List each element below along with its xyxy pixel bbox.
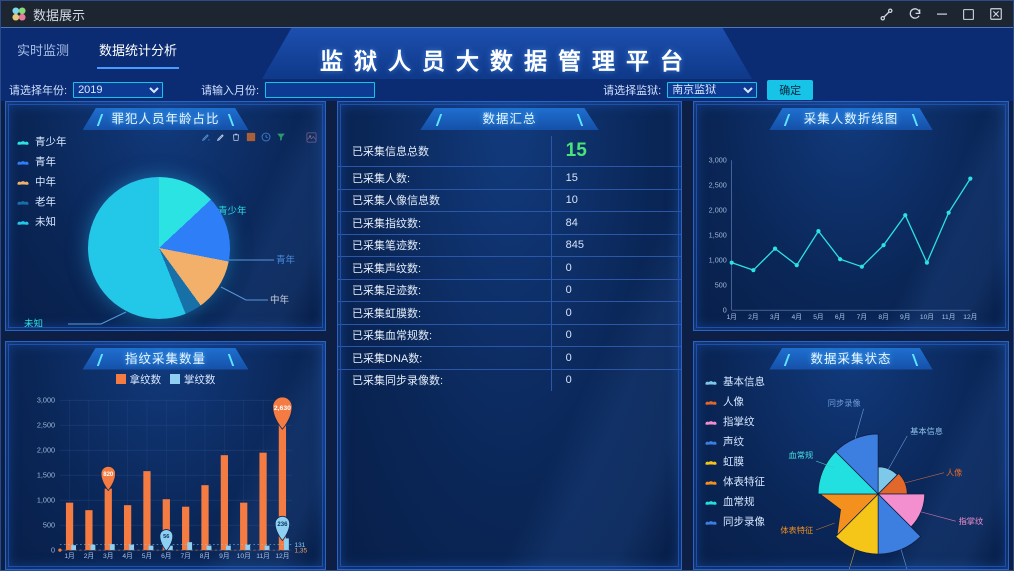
svg-text:56: 56 (163, 534, 169, 540)
svg-text:5月: 5月 (142, 552, 152, 560)
svg-text:2,500: 2,500 (37, 420, 55, 429)
svg-text:4月: 4月 (122, 552, 132, 560)
svg-text:人像: 人像 (946, 467, 962, 477)
svg-text:12月: 12月 (275, 552, 289, 560)
svg-text:同步录像: 同步录像 (828, 397, 861, 407)
svg-text:8月: 8月 (200, 552, 210, 560)
svg-text:1,000: 1,000 (37, 495, 55, 504)
svg-text:4月: 4月 (792, 313, 802, 321)
svg-text:体表特征: 体表特征 (780, 524, 813, 534)
svg-text:2,000: 2,000 (709, 206, 727, 215)
svg-text:3月: 3月 (770, 313, 780, 321)
svg-text:8月: 8月 (878, 313, 888, 321)
svg-text:820: 820 (103, 471, 114, 477)
svg-text:2月: 2月 (84, 552, 94, 560)
svg-text:500: 500 (43, 520, 55, 529)
svg-text:0: 0 (51, 545, 55, 554)
svg-text:7月: 7月 (180, 552, 190, 560)
svg-text:131: 131 (295, 541, 306, 548)
svg-text:3月: 3月 (103, 552, 113, 560)
svg-text:指掌纹: 指掌纹 (959, 516, 984, 526)
svg-text:1月: 1月 (64, 552, 74, 560)
svg-text:3,000: 3,000 (37, 395, 55, 404)
svg-text:0: 0 (723, 306, 727, 315)
svg-text:10月: 10月 (920, 313, 934, 321)
svg-text:500: 500 (715, 281, 727, 290)
svg-text:血常规: 血常规 (789, 450, 814, 460)
svg-text:1,000: 1,000 (709, 256, 727, 265)
svg-text:6月: 6月 (161, 552, 171, 560)
svg-text:1,500: 1,500 (37, 470, 55, 479)
svg-text:7月: 7月 (857, 313, 867, 321)
svg-text:基本信息: 基本信息 (910, 425, 943, 435)
svg-text:2月: 2月 (748, 313, 758, 321)
svg-text:5月: 5月 (813, 313, 823, 321)
svg-text:2,500: 2,500 (709, 181, 727, 190)
svg-text:1月: 1月 (726, 313, 736, 321)
svg-text:11月: 11月 (942, 313, 956, 321)
svg-text:2,000: 2,000 (37, 445, 55, 454)
svg-text:9月: 9月 (900, 313, 910, 321)
svg-text:2,630: 2,630 (274, 404, 291, 411)
svg-text:3,000: 3,000 (709, 156, 727, 165)
svg-text:10月: 10月 (237, 552, 251, 560)
svg-text:6月: 6月 (835, 313, 845, 321)
svg-text:12月: 12月 (963, 313, 977, 321)
svg-text:9月: 9月 (219, 552, 229, 560)
svg-text:236: 236 (277, 521, 288, 527)
svg-text:11月: 11月 (256, 552, 270, 560)
svg-text:1,500: 1,500 (709, 231, 727, 240)
